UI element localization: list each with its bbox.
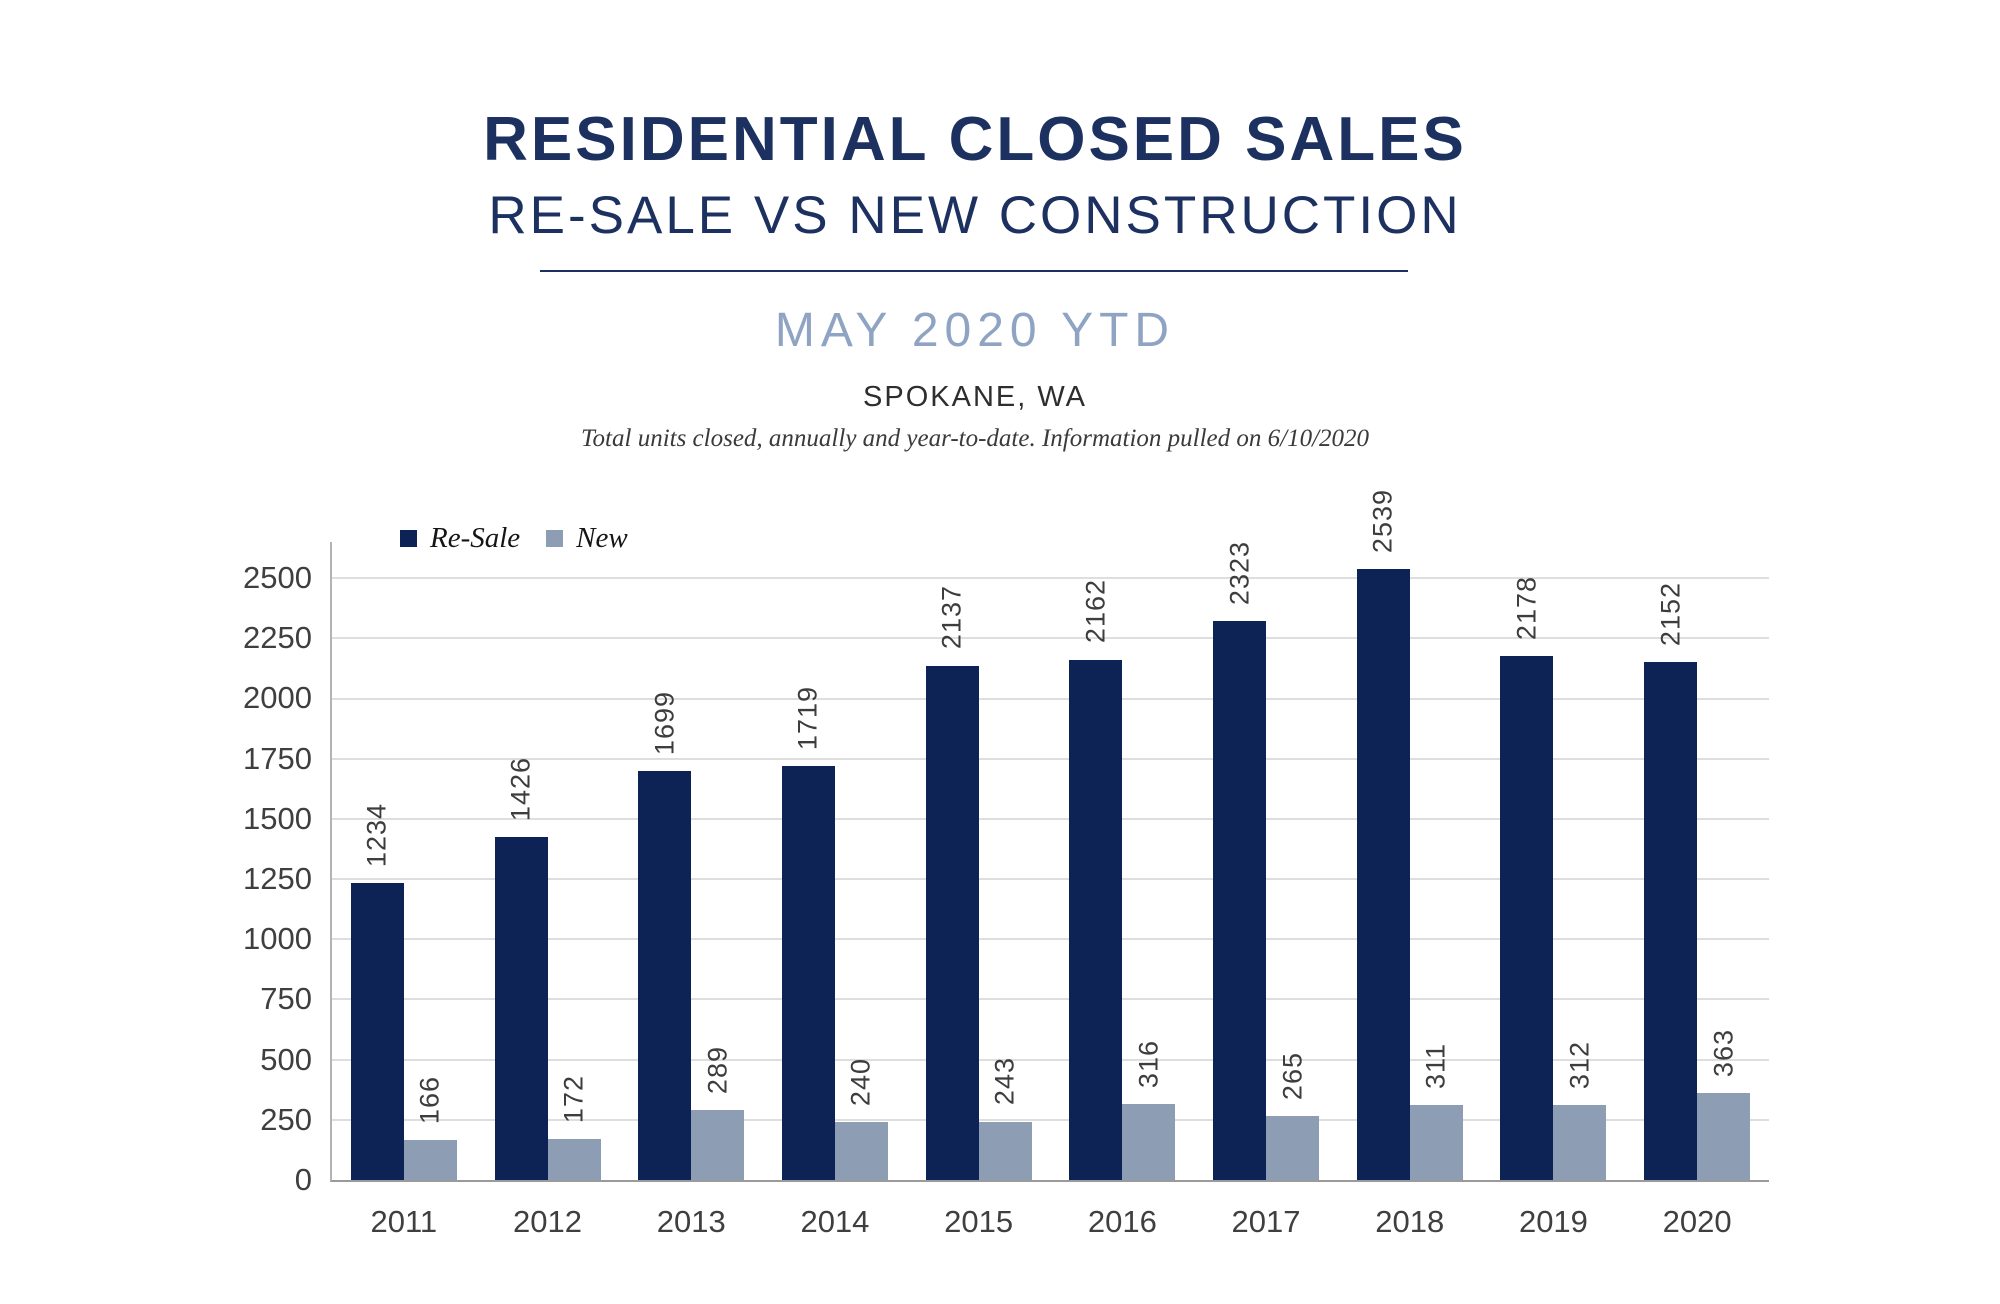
bar-group-2017: 2323 265 2017 (1194, 541, 1338, 1239)
x-tick-label-2012: 2012 (513, 1204, 583, 1239)
bar-value-label: 289 (702, 1046, 733, 1095)
resale-bar-2015: 2137 (925, 585, 979, 1180)
new-bar-2015: 243 (978, 1057, 1032, 1180)
x-tick-label-2020: 2020 (1662, 1204, 1732, 1239)
bar-group-2013: 1699 289 2013 (619, 542, 763, 1239)
x-tick-label-2011: 2011 (370, 1204, 438, 1239)
new-bar-2018: 311 (1409, 1043, 1463, 1180)
bar-value-label: 243 (989, 1057, 1020, 1106)
period-label: MAY 2020 YTD (774, 304, 1176, 357)
bar-value-label: 1699 (649, 690, 680, 755)
bar-group-2015: 2137 243 2015 (907, 542, 1051, 1239)
new-bar-2019: 312 (1553, 1041, 1607, 1180)
resale-bar-2012: 1426 (494, 757, 548, 1180)
legend-item-re-sale: Re-Sale (400, 524, 520, 553)
chart-legend: Re-Sale New (400, 524, 628, 553)
new-bar-2020: 363 (1697, 1029, 1751, 1180)
x-tick-label-2017: 2017 (1231, 1204, 1301, 1239)
bar-value-label: 2539 (1367, 488, 1398, 553)
x-tick-label-2015: 2015 (944, 1204, 1014, 1239)
bar-group-2020: 2152 363 2020 (1625, 542, 1769, 1239)
resale-bar-2019: 2178 (1500, 576, 1554, 1180)
bar-value-label: 1426 (505, 756, 536, 821)
resale-bar-2020: 2152 (1644, 582, 1698, 1180)
bar-value-label: 1234 (361, 802, 392, 867)
new-bar-2012: 172 (547, 1075, 601, 1180)
gridline-2250 (332, 637, 1769, 640)
y-tick-label-0: 0 (294, 1162, 312, 1197)
x-tick-label-2018: 2018 (1375, 1204, 1445, 1239)
chart-note: Total units closed, annually and year-to… (580, 425, 1370, 452)
bar-group-2016: 2162 316 2016 (1051, 542, 1195, 1239)
gridline-2000 (332, 697, 1769, 700)
bar-value-label: 166 (414, 1075, 445, 1125)
legend-swatch-icon (546, 530, 564, 547)
bar-value-label: 172 (558, 1074, 589, 1123)
gridline-1750 (332, 757, 1769, 760)
gridline-750 (332, 998, 1769, 1001)
bar-chart-plot-area: 1234 166 2011 1426 172 2012 1699 289 2013 1719 240… (330, 489, 1769, 1239)
x-tick-label-2013: 2013 (656, 1204, 726, 1239)
bar-value-label: 240 (845, 1058, 876, 1107)
title-divider (540, 270, 1408, 272)
y-tick-label-250: 250 (260, 1101, 312, 1137)
gridline-1250 (332, 878, 1769, 881)
bar-value-label: 2152 (1655, 581, 1686, 646)
bar-value-label: 2323 (1224, 540, 1255, 605)
bar-value-label: 316 (1133, 1039, 1164, 1088)
new-bar-2014: 240 (834, 1058, 888, 1180)
bar-value-label: 265 (1277, 1052, 1308, 1101)
gridline-250 (332, 1118, 1769, 1121)
bar-value-label: 1719 (792, 686, 823, 751)
x-tick-label-2014: 2014 (800, 1204, 870, 1239)
legend-label: New (576, 522, 628, 554)
gridline-2500 (332, 577, 1769, 580)
y-tick-label-1250: 1250 (243, 861, 312, 897)
gridline-500 (332, 1058, 1769, 1061)
y-tick-label-2250: 2250 (243, 620, 312, 656)
bar-value-label: 311 (1420, 1043, 1451, 1090)
bar-value-label: 2137 (936, 585, 967, 650)
bar-value-label: 312 (1564, 1040, 1595, 1089)
y-tick-label-2000: 2000 (243, 680, 312, 716)
gridline-1000 (332, 938, 1769, 941)
resale-bar-2016: 2162 (1069, 579, 1123, 1180)
legend-swatch-icon (400, 530, 417, 547)
y-tick-label-1500: 1500 (243, 800, 312, 836)
bar-group-2011: 1234 166 2011 (332, 542, 476, 1239)
y-tick-label-750: 750 (260, 981, 312, 1017)
resale-bar-2018: 2539 (1356, 489, 1410, 1180)
resale-bar-2014: 1719 (781, 686, 835, 1180)
legend-item-new: New (546, 524, 628, 553)
bar-value-label: 2162 (1080, 579, 1111, 644)
y-tick-label-2500: 2500 (243, 560, 312, 596)
resale-bar-2017: 2323 (1213, 541, 1267, 1180)
resale-bar-2011: 1234 (350, 803, 404, 1180)
legend-label: Re-Sale (430, 522, 521, 554)
x-tick-label-2016: 2016 (1087, 1204, 1157, 1239)
bar-group-2018: 2539 311 2018 (1338, 489, 1482, 1239)
bar-group-2012: 1426 172 2012 (476, 542, 620, 1239)
y-tick-label-1750: 1750 (243, 740, 312, 776)
bar-value-label: 2178 (1511, 575, 1542, 640)
y-tick-label-1000: 1000 (243, 921, 312, 957)
bar-group-2019: 2178 312 2019 (1482, 542, 1626, 1239)
x-tick-label-2019: 2019 (1518, 1204, 1588, 1239)
gridline-1500 (332, 817, 1769, 820)
y-tick-label-500: 500 (260, 1041, 312, 1077)
new-bar-2011: 166 (403, 1076, 457, 1180)
location-label: SPOKANE, WA (863, 381, 1087, 413)
page-subtitle: RE-SALE VS NEW CONSTRUCTION (488, 186, 1462, 245)
bar-value-label: 363 (1708, 1028, 1739, 1077)
page-title: RESIDENTIAL CLOSED SALES (483, 105, 1467, 174)
new-bar-2017: 265 (1266, 1052, 1320, 1180)
new-bar-2013: 289 (691, 1046, 745, 1180)
bar-group-2014: 1719 240 2014 (763, 542, 907, 1239)
resale-bar-2013: 1699 (638, 691, 692, 1180)
new-bar-2016: 316 (1122, 1040, 1176, 1180)
